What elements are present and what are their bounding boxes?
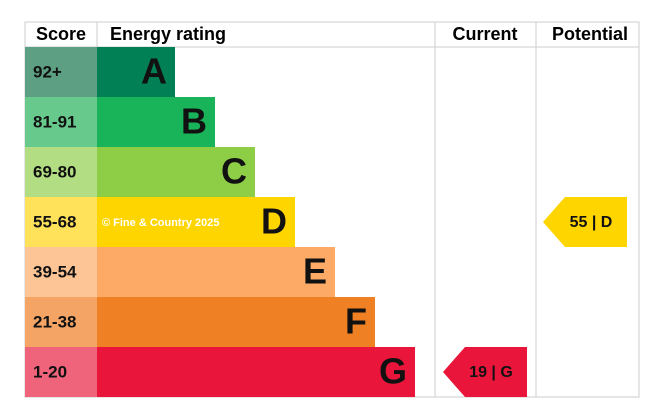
band-letter: A: [141, 51, 167, 92]
current-label: 19 | G: [469, 364, 513, 381]
score-label: 69-80: [33, 162, 76, 181]
score-label: 55-68: [33, 212, 76, 231]
header-score: Score: [36, 24, 86, 44]
band-bar: [97, 47, 175, 97]
score-label: 21-38: [33, 312, 76, 331]
score-cell: [25, 347, 97, 397]
header-potential: Potential: [552, 24, 628, 44]
current-arrow: [443, 347, 527, 397]
score-label: 81-91: [33, 112, 76, 131]
potential-arrow: [543, 197, 627, 247]
score-cell: [25, 297, 97, 347]
band-letter: B: [181, 101, 207, 142]
score-label: 92+: [33, 62, 62, 81]
band-letter: D: [261, 201, 287, 242]
band-bar: [97, 147, 255, 197]
band-bar: [97, 97, 215, 147]
score-label: 1-20: [33, 362, 67, 381]
band-letter: F: [345, 301, 367, 342]
score-cell: [25, 147, 97, 197]
potential-label: 55 | D: [570, 214, 613, 231]
band-bar: [97, 347, 415, 397]
score-cell: [25, 47, 97, 97]
score-cell: [25, 197, 97, 247]
band-bar: [97, 197, 295, 247]
score-cell: [25, 97, 97, 147]
band-bar: [97, 247, 335, 297]
header-current: Current: [452, 24, 517, 44]
score-label: 39-54: [33, 262, 77, 281]
header-rating: Energy rating: [110, 24, 226, 44]
band-letter: C: [221, 151, 247, 192]
band-letter: E: [303, 251, 327, 292]
band-letter: G: [379, 351, 407, 392]
score-cell: [25, 247, 97, 297]
watermark: © Fine & Country 2025: [102, 217, 220, 229]
band-bar: [97, 297, 375, 347]
